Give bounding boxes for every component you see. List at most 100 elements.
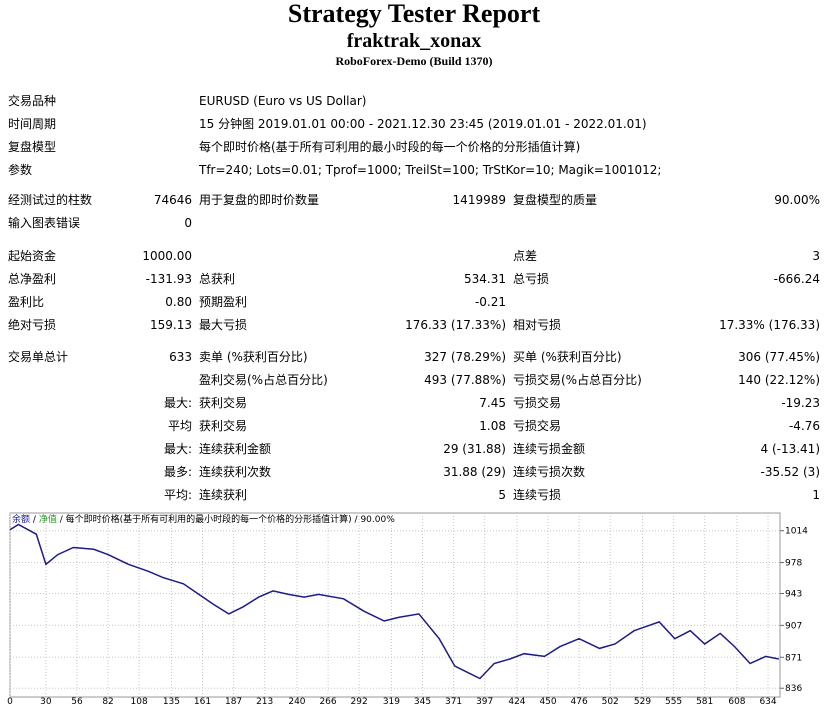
x-tick-label: 581 xyxy=(696,697,713,707)
x-tick-label: 450 xyxy=(539,697,556,707)
stat-value: 1000.00 xyxy=(142,249,192,263)
stat-value: 5 xyxy=(498,488,506,502)
y-tick-label: 1014 xyxy=(785,527,808,537)
stat-label: 绝对亏损 xyxy=(8,318,57,332)
stat-label: 相对亏损 xyxy=(513,318,562,332)
stat-label: 连续亏损 xyxy=(513,488,562,502)
separator: / xyxy=(33,515,37,525)
stat-label: 点差 xyxy=(513,249,538,263)
stat-value: 74646 xyxy=(153,193,192,207)
info-value: 15 分钟图 2019.01.01 00:00 - 2021.12.30 23:… xyxy=(199,117,647,131)
legend-equity: 净值 xyxy=(39,513,57,525)
x-tick-label: 266 xyxy=(319,697,336,707)
stat-value: 平均 xyxy=(167,419,192,433)
x-tick-label: 135 xyxy=(163,697,180,707)
x-tick-label: 56 xyxy=(71,697,83,707)
chart-caption: 余额 / 净值 / 每个即时价格(基于所有可利用的最小时段的每一个价格的分形插值… xyxy=(12,513,395,525)
x-tick-label: 371 xyxy=(445,697,462,707)
stat-label: 买单 (%获利百分比) xyxy=(513,350,622,364)
separator: / xyxy=(355,515,359,525)
x-tick-label: 634 xyxy=(759,697,776,707)
stat-value: -35.52 (3) xyxy=(760,465,821,479)
stat-value: 最大: xyxy=(163,442,192,456)
info-value: 每个即时价格(基于所有可利用的最小时段的每一个价格的分形插值计算) xyxy=(199,140,581,154)
x-tick-label: 82 xyxy=(102,697,113,707)
separator: / xyxy=(60,515,64,525)
stat-label: 连续亏损金额 xyxy=(513,442,586,456)
stat-label: 连续亏损次数 xyxy=(513,465,586,479)
x-tick-label: 292 xyxy=(351,697,368,707)
x-tick-label: 608 xyxy=(728,697,745,707)
stat-label: 连续获利金额 xyxy=(199,442,272,456)
stat-label: 亏损交易 xyxy=(513,419,562,433)
stat-label: 亏损交易 xyxy=(513,396,562,410)
x-tick-label: 397 xyxy=(476,697,493,707)
stat-label: 连续获利 xyxy=(199,488,248,502)
stat-value: 0 xyxy=(184,216,192,230)
stat-label: 用于复盘的即时价数量 xyxy=(199,193,320,207)
info-label: 时间周期 xyxy=(8,117,57,131)
stat-value: 534.31 xyxy=(464,272,506,286)
stat-value: 327 (78.29%) xyxy=(424,350,506,364)
info-label: 参数 xyxy=(8,163,33,177)
stat-value: 7.45 xyxy=(479,396,506,410)
legend-balance: 余额 xyxy=(12,513,30,525)
stat-label: 经测试过的柱数 xyxy=(8,193,93,207)
info-value: EURUSD (Euro vs US Dollar) xyxy=(199,94,367,108)
x-tick-label: 161 xyxy=(194,697,211,707)
stat-value: 3 xyxy=(812,249,820,263)
stat-label: 复盘模型的质量 xyxy=(513,193,598,207)
stat-label: 交易单总计 xyxy=(8,350,69,364)
stat-value: 最大: xyxy=(163,396,192,410)
stat-value: 平均: xyxy=(163,488,192,502)
stat-value: 0.80 xyxy=(165,295,192,309)
stat-label: 总获利 xyxy=(199,272,236,286)
x-tick-label: 30 xyxy=(40,697,52,707)
stat-value: 306 (77.45%) xyxy=(738,350,820,364)
stat-value: 90.00% xyxy=(774,193,820,207)
stat-value: 1 xyxy=(812,488,820,502)
y-tick-label: 978 xyxy=(785,559,802,569)
expert-name: fraktrak_xonax xyxy=(346,30,482,52)
x-tick-label: 240 xyxy=(288,697,305,707)
stat-value: -131.93 xyxy=(145,272,192,286)
x-tick-label: 476 xyxy=(571,697,588,707)
plot-area xyxy=(9,512,781,698)
stat-value: 4 (-13.41) xyxy=(760,442,821,456)
x-tick-label: 187 xyxy=(225,697,242,707)
balance-line xyxy=(9,523,779,680)
stat-value: 1.08 xyxy=(479,419,506,433)
stat-label: 输入图表错误 xyxy=(8,216,81,230)
x-tick-label: 502 xyxy=(602,697,619,707)
x-tick-label: 213 xyxy=(256,697,273,707)
x-tick-label: 555 xyxy=(665,697,682,707)
info-label: 交易品种 xyxy=(8,94,57,108)
x-tick-label: 424 xyxy=(508,697,525,707)
stat-label: 预期盈利 xyxy=(199,295,248,309)
stat-label: 最大亏损 xyxy=(199,318,248,332)
stat-value: -4.76 xyxy=(788,419,820,433)
info-label: 复盘模型 xyxy=(8,140,57,154)
report-title: Strategy Tester Report xyxy=(287,0,541,28)
stat-value: -19.23 xyxy=(781,396,820,410)
y-tick-label: 943 xyxy=(785,590,802,600)
stat-label: 连续获利次数 xyxy=(199,465,272,479)
stat-value: -0.21 xyxy=(474,295,506,309)
x-tick-label: 0 xyxy=(7,697,13,707)
stat-value: 633 xyxy=(169,350,192,364)
stat-value: 159.13 xyxy=(150,318,192,332)
stat-label: 盈利交易(%占总百分比) xyxy=(199,373,328,387)
stat-value: 最多: xyxy=(163,465,192,479)
stat-label: 总亏损 xyxy=(513,272,550,286)
stat-value: 17.33% (176.33) xyxy=(719,318,820,332)
stat-value: 176.33 (17.33%) xyxy=(405,318,506,332)
stat-value: -666.24 xyxy=(773,272,820,286)
x-tick-label: 345 xyxy=(414,697,431,707)
stat-value: 493 (77.88%) xyxy=(424,373,506,387)
y-tick-label: 836 xyxy=(785,684,802,694)
stat-label: 获利交易 xyxy=(199,419,248,433)
caption-model: 每个即时价格(基于所有可利用的最小时段的每一个价格的分形插值计算) xyxy=(66,513,352,525)
stat-value: 31.88 (29) xyxy=(443,465,506,479)
stat-label: 获利交易 xyxy=(199,396,248,410)
